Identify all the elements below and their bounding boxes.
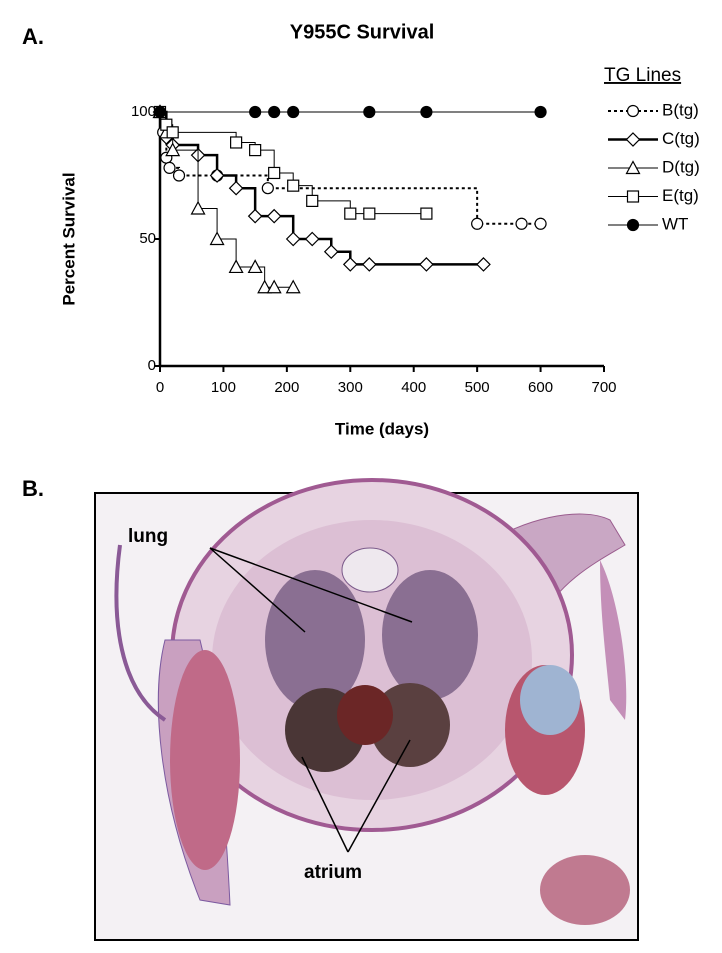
data-point xyxy=(266,208,282,224)
x-tick-label: 100 xyxy=(211,379,236,396)
legend-label: D(tg) xyxy=(662,157,700,176)
data-point xyxy=(419,257,434,272)
data-point xyxy=(287,105,300,119)
x-tick-label: 700 xyxy=(591,379,616,396)
x-tick-label: 0 xyxy=(156,379,164,396)
panel-label: A. xyxy=(22,24,44,49)
data-point xyxy=(268,105,281,119)
data-point xyxy=(153,105,167,119)
data-point xyxy=(209,168,225,183)
data-point xyxy=(165,142,181,157)
x-tick-label: 400 xyxy=(401,379,426,396)
data-point xyxy=(247,259,263,274)
data-point xyxy=(172,169,186,182)
x-tick-label: 600 xyxy=(528,379,553,396)
y-tick-label: 50 xyxy=(139,230,156,247)
legend-marker xyxy=(625,132,641,147)
data-point xyxy=(257,279,273,294)
survival-line xyxy=(160,111,427,215)
data-point xyxy=(363,207,376,220)
data-point xyxy=(344,207,357,220)
legend-title: TG Lines xyxy=(604,65,681,86)
data-point xyxy=(285,231,301,247)
data-point xyxy=(160,118,173,131)
data-point xyxy=(287,179,300,192)
data-point xyxy=(261,182,274,195)
data-point xyxy=(342,257,358,272)
data-point xyxy=(268,166,281,180)
y-tick-label: 0 xyxy=(148,357,156,374)
chart-title: Y955C Survival xyxy=(290,21,435,43)
legend-marker xyxy=(625,160,641,175)
data-point xyxy=(471,217,484,230)
data-point xyxy=(249,144,262,157)
data-point xyxy=(190,200,206,215)
data-point xyxy=(306,194,319,207)
data-point xyxy=(285,279,301,294)
legend-label: B(tg) xyxy=(662,100,699,119)
x-tick-label: 200 xyxy=(274,379,299,396)
legend-marker xyxy=(626,104,640,118)
data-point xyxy=(534,105,547,119)
legend-marker xyxy=(626,218,640,232)
data-point xyxy=(266,279,282,294)
data-point xyxy=(163,161,176,174)
data-point xyxy=(166,126,179,139)
data-point xyxy=(249,105,262,119)
legend-label: C(tg) xyxy=(662,129,700,148)
data-point xyxy=(420,207,433,220)
data-point xyxy=(363,105,376,119)
x-axis-label: Time (days) xyxy=(335,419,429,438)
histology-image xyxy=(94,478,639,941)
panel-label: B. xyxy=(22,476,44,501)
annotation: atrium xyxy=(304,862,362,883)
data-point xyxy=(515,217,528,230)
annotation: lung xyxy=(128,526,168,547)
legend-marker xyxy=(626,190,640,203)
y-tick-label: 100 xyxy=(131,103,156,120)
data-point xyxy=(304,231,320,247)
data-point xyxy=(361,257,377,272)
x-tick-label: 300 xyxy=(338,379,363,396)
data-point xyxy=(323,244,339,260)
data-point xyxy=(476,257,491,272)
survival-line xyxy=(160,111,294,288)
survival-line xyxy=(160,110,484,266)
data-point xyxy=(228,259,244,274)
legend-label: E(tg) xyxy=(662,186,699,205)
y-axis-label: Percent Survival xyxy=(59,172,78,305)
legend-label: WT xyxy=(662,214,688,233)
data-point xyxy=(420,105,433,119)
data-point xyxy=(247,208,263,224)
data-point xyxy=(228,180,244,196)
data-point xyxy=(534,217,547,230)
x-tick-label: 500 xyxy=(465,379,490,396)
data-point xyxy=(209,231,225,246)
data-point xyxy=(230,136,243,149)
